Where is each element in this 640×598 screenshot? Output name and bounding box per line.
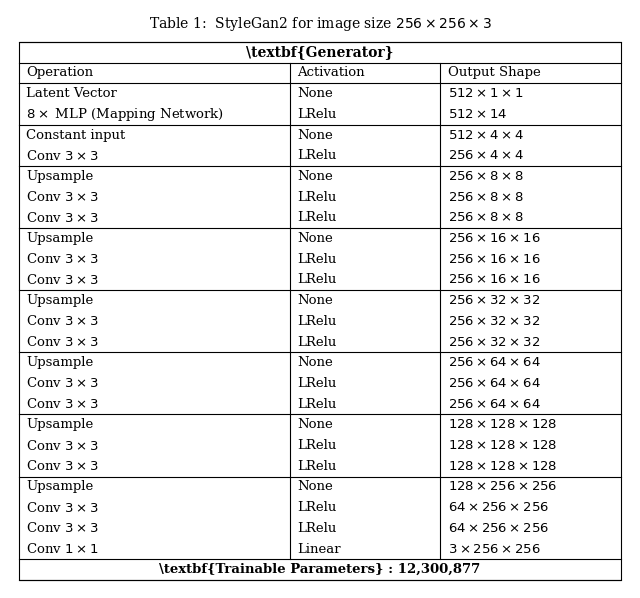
Text: Activation: Activation bbox=[297, 66, 365, 80]
Text: $256 \times 32 \times 32$: $256 \times 32 \times 32$ bbox=[447, 294, 540, 307]
Text: LRelu: LRelu bbox=[297, 522, 337, 535]
Text: LRelu: LRelu bbox=[297, 377, 337, 390]
Text: Output Shape: Output Shape bbox=[447, 66, 540, 80]
Text: $256 \times 64 \times 64$: $256 \times 64 \times 64$ bbox=[447, 398, 540, 411]
Text: Conv $3 \times 3$: Conv $3 \times 3$ bbox=[26, 190, 99, 204]
Text: LRelu: LRelu bbox=[297, 150, 337, 162]
Text: Conv $1 \times 1$: Conv $1 \times 1$ bbox=[26, 542, 99, 556]
Text: Conv $3 \times 3$: Conv $3 \times 3$ bbox=[26, 459, 99, 473]
Text: LRelu: LRelu bbox=[297, 439, 337, 452]
Text: Upsample: Upsample bbox=[26, 294, 93, 307]
Text: $256 \times 16 \times 16$: $256 \times 16 \times 16$ bbox=[447, 232, 540, 245]
Text: $256 \times 64 \times 64$: $256 \times 64 \times 64$ bbox=[447, 356, 540, 369]
Text: LRelu: LRelu bbox=[297, 273, 337, 286]
Text: Conv $3 \times 3$: Conv $3 \times 3$ bbox=[26, 501, 99, 515]
Text: LRelu: LRelu bbox=[297, 460, 337, 472]
Text: None: None bbox=[297, 170, 333, 183]
Text: \textbf{Generator}: \textbf{Generator} bbox=[246, 45, 394, 59]
Text: LRelu: LRelu bbox=[297, 315, 337, 328]
Text: \textbf{Trainable Parameters} : 12,300,877: \textbf{Trainable Parameters} : 12,300,8… bbox=[159, 563, 481, 576]
Text: LRelu: LRelu bbox=[297, 253, 337, 266]
Text: None: None bbox=[297, 129, 333, 142]
Text: Conv $3 \times 3$: Conv $3 \times 3$ bbox=[26, 273, 99, 287]
Text: Upsample: Upsample bbox=[26, 356, 93, 369]
Text: None: None bbox=[297, 294, 333, 307]
Text: Constant input: Constant input bbox=[26, 129, 125, 142]
Text: $3 \times 256 \times 256$: $3 \times 256 \times 256$ bbox=[447, 542, 540, 556]
Text: $256 \times 8 \times 8$: $256 \times 8 \times 8$ bbox=[447, 191, 524, 203]
Text: Conv $3 \times 3$: Conv $3 \times 3$ bbox=[26, 397, 99, 411]
Text: None: None bbox=[297, 419, 333, 431]
Text: $256 \times 4 \times 4$: $256 \times 4 \times 4$ bbox=[447, 150, 524, 162]
Text: Conv $3 \times 3$: Conv $3 \times 3$ bbox=[26, 438, 99, 453]
Text: None: None bbox=[297, 232, 333, 245]
Text: $128 \times 256 \times 256$: $128 \times 256 \times 256$ bbox=[447, 480, 557, 493]
Text: Upsample: Upsample bbox=[26, 170, 93, 183]
Text: Upsample: Upsample bbox=[26, 419, 93, 431]
Text: $128 \times 128 \times 128$: $128 \times 128 \times 128$ bbox=[447, 419, 557, 431]
Text: Conv $3 \times 3$: Conv $3 \times 3$ bbox=[26, 376, 99, 390]
Text: Conv $3 \times 3$: Conv $3 \times 3$ bbox=[26, 335, 99, 349]
Text: LRelu: LRelu bbox=[297, 191, 337, 203]
Text: Conv $3 \times 3$: Conv $3 \times 3$ bbox=[26, 521, 99, 535]
Text: Operation: Operation bbox=[26, 66, 93, 80]
Text: $512 \times 14$: $512 \times 14$ bbox=[447, 108, 507, 121]
Text: LRelu: LRelu bbox=[297, 501, 337, 514]
Text: $256 \times 8 \times 8$: $256 \times 8 \times 8$ bbox=[447, 170, 524, 183]
Text: Upsample: Upsample bbox=[26, 480, 93, 493]
Text: Latent Vector: Latent Vector bbox=[26, 87, 117, 100]
Text: $256 \times 16 \times 16$: $256 \times 16 \times 16$ bbox=[447, 253, 540, 266]
Text: None: None bbox=[297, 480, 333, 493]
Text: LRelu: LRelu bbox=[297, 335, 337, 349]
Text: $256 \times 64 \times 64$: $256 \times 64 \times 64$ bbox=[447, 377, 540, 390]
Text: $256 \times 8 \times 8$: $256 \times 8 \times 8$ bbox=[447, 211, 524, 224]
Text: Upsample: Upsample bbox=[26, 232, 93, 245]
Text: Conv $3 \times 3$: Conv $3 \times 3$ bbox=[26, 149, 99, 163]
Text: $8\times$ MLP (Mapping Network): $8\times$ MLP (Mapping Network) bbox=[26, 106, 225, 123]
Text: $256 \times 32 \times 32$: $256 \times 32 \times 32$ bbox=[447, 315, 540, 328]
Text: $64 \times 256 \times 256$: $64 \times 256 \times 256$ bbox=[447, 501, 548, 514]
Text: LRelu: LRelu bbox=[297, 108, 337, 121]
Text: $512 \times 4 \times 4$: $512 \times 4 \times 4$ bbox=[447, 129, 524, 142]
Text: $512\times 1 \times1$: $512\times 1 \times1$ bbox=[447, 87, 523, 100]
Text: $128 \times 128 \times 128$: $128 \times 128 \times 128$ bbox=[447, 439, 557, 452]
Text: $128 \times 128 \times 128$: $128 \times 128 \times 128$ bbox=[447, 460, 557, 472]
Text: None: None bbox=[297, 87, 333, 100]
Text: Conv $3 \times 3$: Conv $3 \times 3$ bbox=[26, 211, 99, 225]
Text: LRelu: LRelu bbox=[297, 211, 337, 224]
Text: Table 1:  StyleGan2 for image size $256 \times 256 \times 3$: Table 1: StyleGan2 for image size $256 \… bbox=[148, 15, 492, 33]
Text: Conv $3 \times 3$: Conv $3 \times 3$ bbox=[26, 315, 99, 328]
Text: LRelu: LRelu bbox=[297, 398, 337, 411]
Text: $256 \times 16 \times 16$: $256 \times 16 \times 16$ bbox=[447, 273, 540, 286]
Text: Linear: Linear bbox=[297, 542, 340, 556]
Text: Conv $3 \times 3$: Conv $3 \times 3$ bbox=[26, 252, 99, 266]
Text: $256 \times 32 \times 32$: $256 \times 32 \times 32$ bbox=[447, 335, 540, 349]
Text: None: None bbox=[297, 356, 333, 369]
Text: $64 \times 256 \times 256$: $64 \times 256 \times 256$ bbox=[447, 522, 548, 535]
